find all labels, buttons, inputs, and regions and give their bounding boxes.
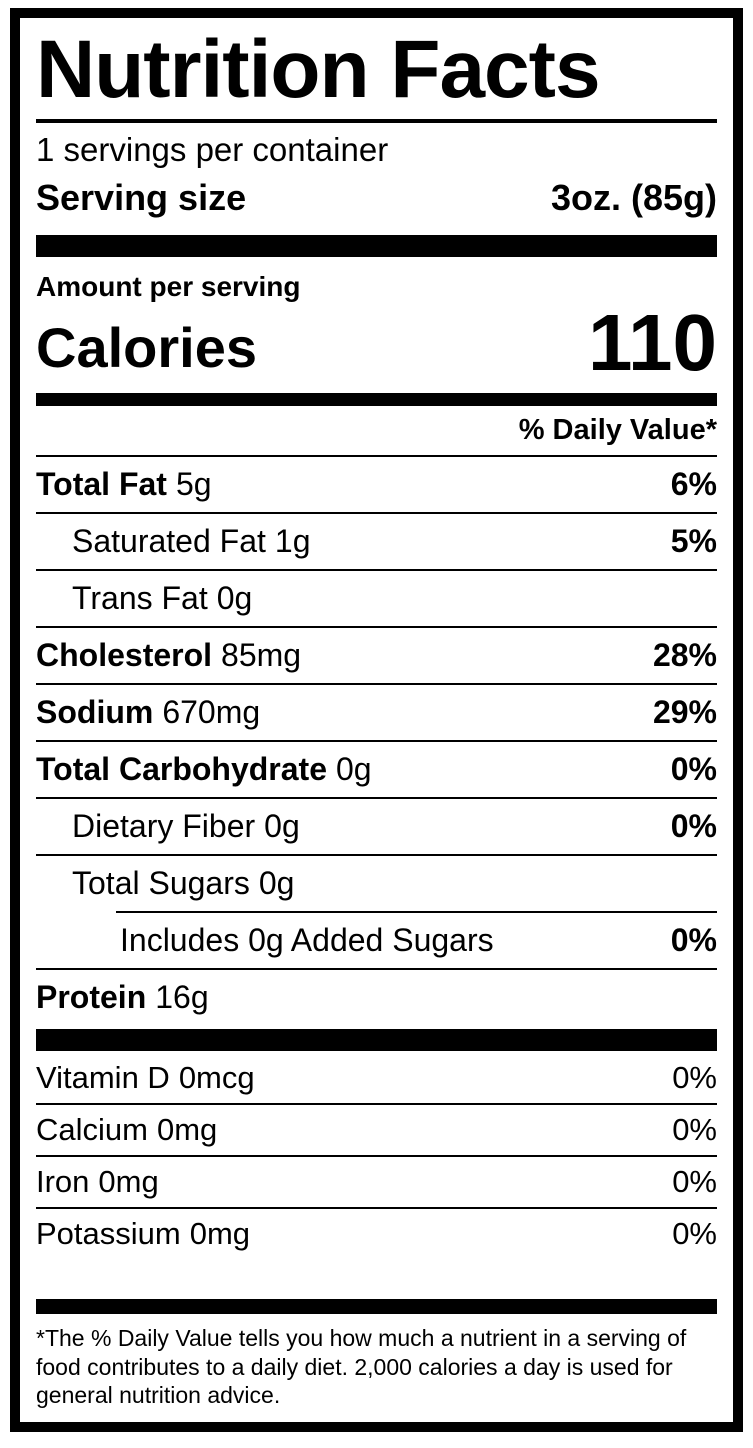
- nutrient-label: Trans Fat 0g: [72, 580, 252, 617]
- nutrient-row-cholesterol: Cholesterol 85mg 28%: [36, 628, 717, 683]
- serving-size-value: 3oz. (85g): [550, 176, 717, 218]
- nutrient-label: Total Sugars 0g: [72, 865, 294, 902]
- divider-bar-medium: [36, 392, 717, 406]
- row-divider: [36, 568, 717, 571]
- nutrient-row-sodium: Sodium 670mg 29%: [36, 685, 717, 740]
- micronutrient-daily-value: 0%: [672, 1215, 717, 1251]
- nutrient-name: Includes 0g Added Sugars: [120, 921, 494, 958]
- title-divider: [36, 118, 717, 123]
- row-divider: [36, 682, 717, 685]
- nutrient-amount: 0g: [264, 807, 300, 844]
- nutrient-row-protein: Protein 16g: [36, 970, 717, 1025]
- nutrient-name: Protein: [36, 978, 147, 1015]
- row-divider: [36, 1154, 717, 1157]
- nutrient-name: Saturated Fat: [72, 522, 266, 559]
- micronutrient-daily-value: 0%: [672, 1111, 717, 1147]
- divider-bar-medium: [36, 1298, 717, 1314]
- micronutrient-label: Vitamin D 0mcg: [36, 1060, 255, 1096]
- row-divider: [36, 967, 717, 970]
- nutrient-amount: 85mg: [221, 636, 302, 673]
- nutrient-amount: 5g: [175, 465, 212, 502]
- micronutrient-amount: 0mg: [98, 1163, 159, 1199]
- nutrient-daily-value: 6%: [670, 465, 717, 502]
- nutrient-amount: 1g: [274, 522, 311, 559]
- nutrient-amount: 16g: [155, 978, 209, 1015]
- row-divider: [36, 511, 717, 514]
- row-divider: [36, 853, 717, 856]
- nutrient-amount: 670mg: [162, 693, 261, 730]
- micronutrient-row-potassium: Potassium 0mg 0%: [36, 1209, 717, 1259]
- nutrient-daily-value: 0%: [670, 807, 717, 844]
- nutrient-label: Total Carbohydrate 0g: [36, 751, 372, 788]
- nutrient-daily-value: 5%: [670, 522, 717, 559]
- row-divider: [36, 1206, 717, 1209]
- micronutrient-name: Potassium: [36, 1215, 181, 1251]
- micronutrient-row-calcium: Calcium 0mg 0%: [36, 1105, 717, 1155]
- footnote: *The % Daily Value tells you how much a …: [36, 1324, 687, 1409]
- daily-value-header: % Daily Value*: [518, 413, 717, 446]
- footnote-section: *The % Daily Value tells you how much a …: [36, 1293, 717, 1410]
- micronutrient-label: Calcium 0mg: [36, 1112, 217, 1148]
- row-divider-indented: [116, 910, 717, 913]
- micronutrient-daily-value: 0%: [672, 1059, 717, 1095]
- nutrient-row-trans-fat: Trans Fat 0g: [36, 571, 717, 626]
- calories-row: Calories 110: [36, 297, 717, 387]
- nutrient-row-added-sugars: Includes 0g Added Sugars 0%: [36, 913, 717, 968]
- nutrient-amount: 0g: [216, 579, 253, 616]
- nutrient-row-total-sugars: Total Sugars 0g: [36, 856, 717, 911]
- micronutrient-name: Calcium: [36, 1111, 148, 1147]
- micronutrient-amount: 0mcg: [178, 1059, 255, 1095]
- nutrient-label: Total Fat 5g: [36, 466, 212, 503]
- micronutrient-row-iron: Iron 0mg 0%: [36, 1157, 717, 1207]
- micronutrient-label: Potassium 0mg: [36, 1216, 250, 1252]
- micronutrient-name: Iron: [36, 1163, 90, 1199]
- nutrient-label: Cholesterol 85mg: [36, 637, 301, 674]
- nutrient-name: Total Sugars: [72, 864, 250, 901]
- nutrient-name: Total Carbohydrate: [36, 750, 327, 787]
- nutrient-label: Saturated Fat 1g: [72, 523, 310, 560]
- nutrient-label: Includes 0g Added Sugars: [120, 922, 494, 959]
- row-divider: [36, 739, 717, 742]
- label-title: Nutrition Facts: [36, 24, 601, 115]
- nutrient-daily-value: 29%: [652, 693, 717, 730]
- row-divider: [36, 454, 717, 457]
- nutrient-label: Protein 16g: [36, 979, 209, 1016]
- micronutrient-label: Iron 0mg: [36, 1164, 159, 1200]
- nutrient-label: Sodium 670mg: [36, 694, 260, 731]
- micronutrient-name: Vitamin D: [36, 1059, 170, 1095]
- nutrient-row-saturated-fat: Saturated Fat 1g 5%: [36, 514, 717, 569]
- nutrient-name: Sodium: [36, 693, 154, 730]
- serving-size-label: Serving size: [36, 176, 247, 218]
- divider-bar-thick: [36, 234, 717, 257]
- nutrient-label: Dietary Fiber 0g: [72, 808, 300, 845]
- micronutrient-daily-value: 0%: [672, 1163, 717, 1199]
- nutrient-row-total-fat: Total Fat 5g 6%: [36, 457, 717, 512]
- nutrient-daily-value: 28%: [652, 636, 717, 673]
- calories-label: Calories: [36, 316, 257, 380]
- nutrient-daily-value: 0%: [670, 750, 717, 787]
- row-divider: [36, 796, 717, 799]
- nutrient-row-total-carbohydrate: Total Carbohydrate 0g 0%: [36, 742, 717, 797]
- nutrient-name: Total Fat: [36, 465, 167, 502]
- serving-size-row: Serving size 3oz. (85g): [36, 171, 717, 227]
- nutrient-daily-value: 0%: [670, 921, 717, 958]
- nutrient-name: Dietary Fiber: [72, 807, 256, 844]
- calories-value: 110: [587, 297, 717, 387]
- amount-per-serving-label: Amount per serving: [36, 270, 301, 302]
- nutrient-name: Trans Fat: [72, 579, 208, 616]
- nutrient-row-dietary-fiber: Dietary Fiber 0g 0%: [36, 799, 717, 854]
- nutrient-amount: 0g: [258, 864, 295, 901]
- micronutrient-amount: 0mg: [156, 1111, 218, 1147]
- servings-per-container: 1 servings per container: [36, 130, 389, 168]
- nutrient-amount: 0g: [336, 750, 372, 787]
- row-divider: [36, 1102, 717, 1105]
- micronutrient-amount: 0mg: [189, 1215, 251, 1251]
- row-divider: [36, 625, 717, 628]
- nutrient-name: Cholesterol: [36, 636, 213, 673]
- divider-bar-thick: [36, 1028, 717, 1051]
- micronutrient-row-vitamin-d: Vitamin D 0mcg 0%: [36, 1053, 717, 1103]
- nutrition-facts-label: Nutrition Facts 1 servings per container…: [10, 8, 743, 1432]
